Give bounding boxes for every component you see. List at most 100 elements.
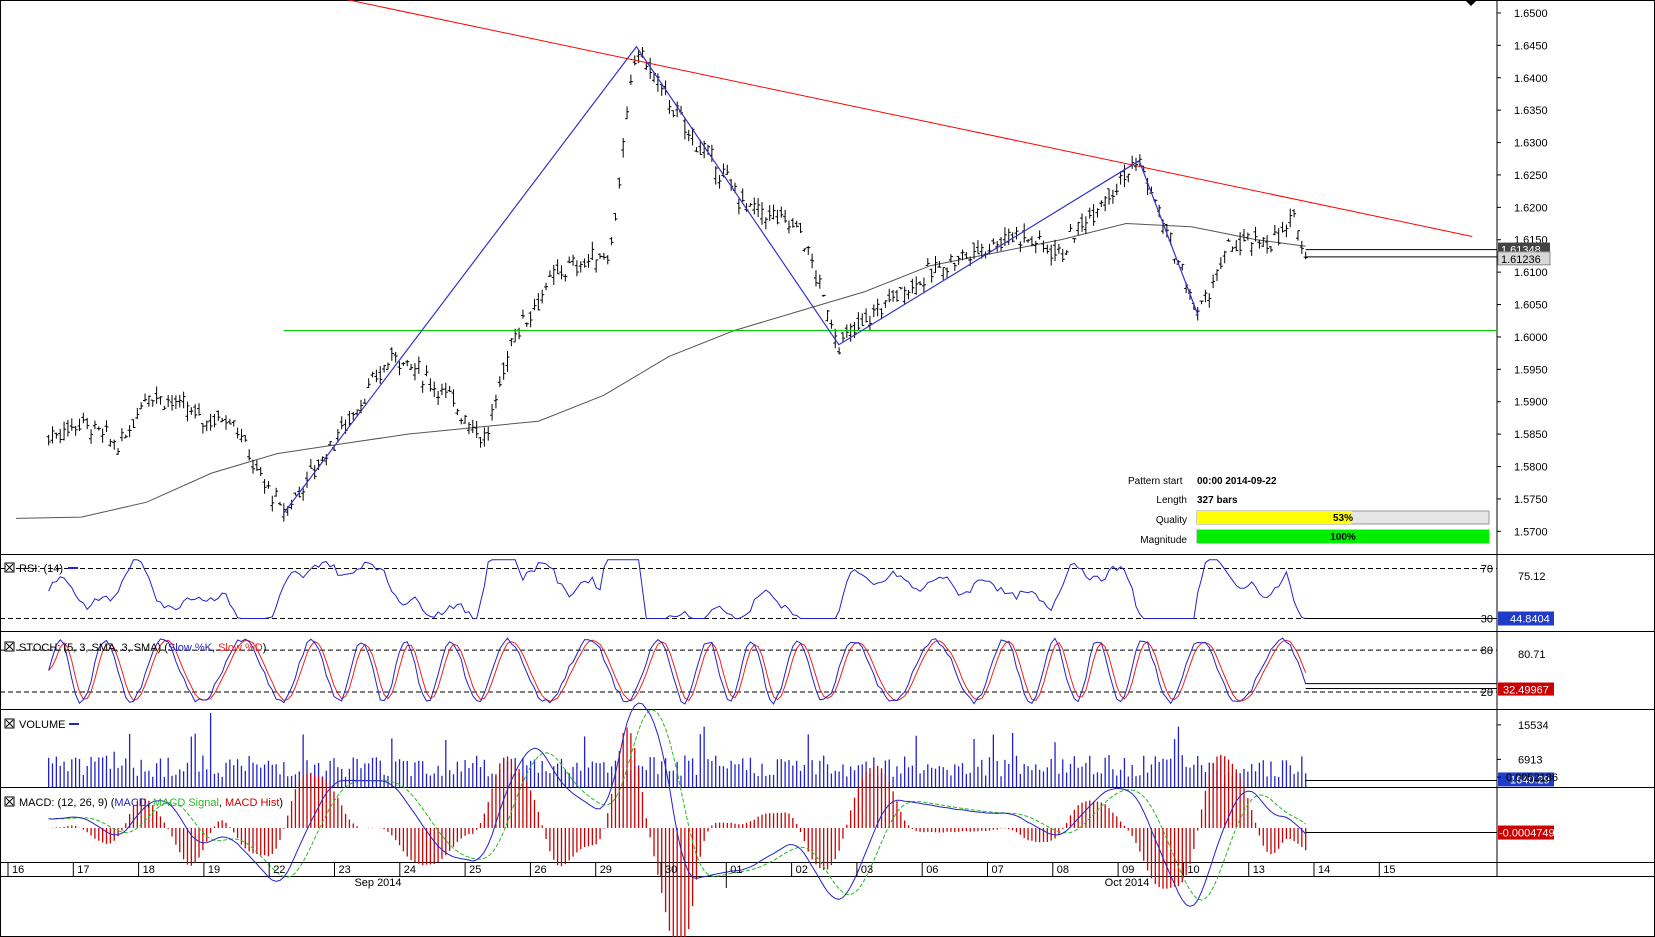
moving-average-line <box>15 222 1306 519</box>
price-bars <box>46 46 1308 522</box>
last-price-tag-value: 1.61236 <box>1501 254 1541 266</box>
price-tick-label: 1.6400 <box>1514 73 1548 85</box>
time-tick-label: 24 <box>404 864 416 876</box>
volume-title: VOLUME <box>19 719 65 731</box>
time-tick-label: 09 <box>1122 864 1134 876</box>
stoch-level-20-label: 20 <box>1481 687 1493 699</box>
rsi-last-tag <box>1498 611 1554 626</box>
time-tick-label: 10 <box>1187 864 1199 876</box>
price-tick-label: 1.6200 <box>1514 202 1548 214</box>
price-tick-label: 1.6000 <box>1514 332 1548 344</box>
volume-pane: 15534 6913 1640.29 <box>48 713 1554 787</box>
pattern-start-label: Pattern start <box>1128 476 1183 487</box>
stoch-last-value: 32.49967 <box>1503 685 1549 697</box>
month-label-sep: Sep 2014 <box>354 877 401 889</box>
rsi-line <box>48 559 1306 619</box>
time-axis: 16 17 18 19 22 23 24 25 26 29 30 01 02 03 06 07 08 09 10 13… <box>7 862 1396 889</box>
price-tick-label: 1.6300 <box>1514 138 1548 150</box>
macd-last-tag <box>1498 825 1554 840</box>
price-tick-label: 1.6250 <box>1514 170 1548 182</box>
stoch-title: STOCH: (5, 3, SMA, 3, SMA) (Slow %K, Slo… <box>19 642 266 654</box>
price-tick-label: 1.5800 <box>1514 462 1548 474</box>
zigzag-pattern-line <box>283 45 1199 514</box>
time-tick-label: 03 <box>861 864 873 876</box>
volume-tick-label: 15534 <box>1518 720 1549 732</box>
pattern-lines <box>283 0 1497 514</box>
time-tick-label: 16 <box>12 864 24 876</box>
time-tick-label: 15 <box>1383 864 1395 876</box>
price-tick-label: 1.6350 <box>1514 105 1548 117</box>
macd-label: MACD: (12, 26, 9) (MACD, MACD Signal, MA… <box>4 796 283 809</box>
volume-tick-label: 6913 <box>1518 754 1542 766</box>
stoch-d-line <box>48 639 1307 702</box>
magnitude-value: 100% <box>1330 532 1356 543</box>
volume-last-tag <box>1498 772 1554 787</box>
rsi-title: RSI: (14) <box>19 563 63 575</box>
price-tick-label: 1.6050 <box>1514 300 1548 312</box>
time-tick-label: 01 <box>730 864 742 876</box>
magnitude-bar-fill <box>1197 530 1489 543</box>
macd-last-value: -0.0004749 <box>1499 828 1555 840</box>
time-tick-label: 30 <box>665 864 677 876</box>
time-tick-label: 19 <box>208 864 220 876</box>
time-tick-label: 14 <box>1318 864 1330 876</box>
time-tick-label: 13 <box>1253 864 1265 876</box>
quality-bar-fill <box>1197 511 1352 524</box>
pattern-start-value: 00:00 2014-09-22 <box>1197 476 1277 487</box>
macd-close-icon <box>5 797 14 806</box>
macd-axis-value: 0.0052186 <box>1506 772 1558 784</box>
quality-label: Quality <box>1156 515 1187 526</box>
time-tick-label: 07 <box>992 864 1004 876</box>
scroll-marker-icon[interactable] <box>1465 0 1477 6</box>
moving-average-path <box>15 222 1306 519</box>
volume-label: VOLUME <box>4 718 79 731</box>
rsi-axis-value: 75.12 <box>1518 571 1546 583</box>
stoch-label: STOCH: (5, 3, SMA, 3, SMA) (Slow %K, Slo… <box>4 641 266 654</box>
price-tick-label: 1.6500 <box>1514 8 1548 20</box>
volume-close-icon <box>5 719 14 728</box>
time-tick-label: 18 <box>143 864 155 876</box>
macd-signal-line <box>48 709 1306 901</box>
macd-line <box>48 702 1307 907</box>
rsi-level-70-label: 70 <box>1481 564 1493 576</box>
stoch-level-80-label: 80 <box>1481 645 1493 657</box>
price-tick-label: 1.6450 <box>1514 40 1548 52</box>
rsi-close-icon <box>5 563 14 572</box>
length-value: 327 bars <box>1197 495 1238 506</box>
price-tick-label: 1.5700 <box>1514 526 1548 538</box>
rsi-level-30-label: 30 <box>1481 614 1493 626</box>
stoch-axis-value: 80.71 <box>1518 649 1546 661</box>
time-tick-label: 02 <box>796 864 808 876</box>
quality-value: 53% <box>1333 513 1353 524</box>
price-tick-label: 1.5900 <box>1514 397 1548 409</box>
price-axis: 1.6500 1.6450 1.6400 1.6350 1.6300 1.6250 1.62… <box>1497 8 1551 538</box>
price-tick-label: 1.6100 <box>1514 267 1548 279</box>
price-tick-label: 1.5750 <box>1514 494 1548 506</box>
stoch-k-line <box>48 637 1307 705</box>
time-tick-label: 22 <box>273 864 285 876</box>
macd-title: MACD: (12, 26, 9) (MACD, MACD Signal, MA… <box>19 797 283 809</box>
price-tick-label: 1.5950 <box>1514 364 1548 376</box>
price-tick-label: 1.5850 <box>1514 429 1548 441</box>
resistance-line <box>346 0 1473 237</box>
time-tick-label: 08 <box>1057 864 1069 876</box>
last-price-tag <box>1497 251 1551 266</box>
length-label: Length <box>1156 495 1187 506</box>
time-tick-label: 17 <box>77 864 89 876</box>
magnitude-label: Magnitude <box>1140 535 1187 546</box>
time-tick-label: 29 <box>600 864 612 876</box>
time-tick-label: 06 <box>926 864 938 876</box>
stoch-last-tag <box>1498 682 1554 696</box>
rsi-pane: 70 30 75.12 44.8404 <box>0 559 1554 626</box>
rsi-label: RSI: (14) <box>4 562 78 575</box>
stochastic-pane: 80 20 80.71 32.49967 <box>0 637 1554 705</box>
time-tick-label: 26 <box>534 864 546 876</box>
pattern-info-box: Pattern start 00:00 2014-09-22 Length 32… <box>1128 476 1490 546</box>
macd-pane: 0.0052186 -0.0004749 <box>48 702 1558 937</box>
time-tick-label: 23 <box>339 864 351 876</box>
stoch-close-icon <box>5 642 14 651</box>
rsi-last-value: 44.8404 <box>1510 614 1550 626</box>
volume-last-value: 1640.29 <box>1510 774 1550 786</box>
time-tick-label: 25 <box>469 864 481 876</box>
